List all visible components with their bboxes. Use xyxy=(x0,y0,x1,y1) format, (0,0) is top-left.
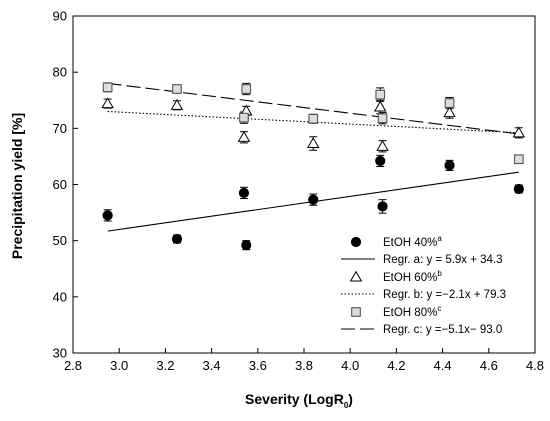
point-s0-p7 xyxy=(444,160,455,171)
point-s2-p2 xyxy=(239,112,249,123)
point-s1-p4 xyxy=(306,137,320,149)
legend-marker-1 xyxy=(349,270,363,282)
y-tick-label-2: 50 xyxy=(53,233,67,248)
point-s0-p1 xyxy=(171,233,183,245)
legend-regression-label-1: Regr. b: y =−2.1x + 79.3 xyxy=(383,289,506,301)
regression-line-1 xyxy=(107,110,519,134)
point-s2-p4 xyxy=(308,113,319,124)
point-s2-p3 xyxy=(241,84,252,94)
point-s1-p2 xyxy=(237,130,251,142)
y-tick-label-0: 30 xyxy=(53,346,67,361)
legend-marker-2 xyxy=(351,307,361,317)
point-s0-p8 xyxy=(513,183,524,195)
point-s2-p1 xyxy=(172,84,182,94)
x-tick-label-2: 3.2 xyxy=(156,358,174,373)
x-axis-title: Severity (LogR0) xyxy=(245,391,353,410)
y-tick-label-1: 40 xyxy=(53,289,67,304)
legend-label-1: EtOH 60%b xyxy=(383,269,442,284)
error-bars xyxy=(103,82,523,251)
legend-regression-label-2: Regr. c: y =−5.1x− 93.0 xyxy=(383,324,502,336)
x-tick-label-0: 2.8 xyxy=(64,358,82,373)
point-s2-p8 xyxy=(513,154,524,165)
legend-regression-label-0: Regr. a: y = 5.9x + 34.3 xyxy=(383,254,503,266)
plot-frame xyxy=(72,15,536,354)
x-tick-label-4: 3.6 xyxy=(249,358,267,373)
point-s0-p2 xyxy=(238,187,250,199)
y-tick-label-6: 90 xyxy=(53,9,67,24)
x-tick-label-8: 4.4 xyxy=(434,358,452,373)
point-s1-p0 xyxy=(101,97,114,109)
x-tick-label-1: 3.0 xyxy=(110,358,128,373)
point-s0-p5 xyxy=(375,155,386,167)
data-points xyxy=(101,82,526,251)
x-tick-label-3: 3.4 xyxy=(203,358,221,373)
point-s1-p7 xyxy=(443,106,456,118)
legend-label-2: EtOH 80%c xyxy=(383,304,441,319)
point-s0-p4 xyxy=(308,194,319,205)
point-s1-p1 xyxy=(170,98,184,110)
legend: EtOH 40%a Regr. a: y = 5.9x + 34.3 EtOH 60… xyxy=(341,234,506,336)
point-s2-p7 xyxy=(444,98,455,108)
axis-ticks: 2.8 3.0 3.2 3.4 3.6 3.8 4.0 4.2 4.4 4.6 4.8 30 40 50 6… xyxy=(53,9,545,374)
y-tick-label-4: 70 xyxy=(53,121,67,136)
point-s1-p8 xyxy=(512,126,526,138)
legend-label-0: EtOH 40%a xyxy=(383,234,442,249)
x-tick-label-6: 4.0 xyxy=(341,358,359,373)
point-s0-p3 xyxy=(241,240,252,251)
x-tick-label-9: 4.6 xyxy=(480,358,498,373)
legend-marker-0 xyxy=(350,236,362,248)
regression-lines xyxy=(107,82,519,232)
point-s1-p6 xyxy=(376,139,389,151)
y-axis-title: Precipitation yield [%] xyxy=(9,113,25,259)
point-s0-p6 xyxy=(377,201,388,212)
point-s2-p5 xyxy=(375,89,386,100)
point-s1-p5 xyxy=(373,100,387,112)
point-s2-p0 xyxy=(102,82,113,93)
x-tick-label-5: 3.8 xyxy=(295,358,313,373)
regression-line-2 xyxy=(107,82,519,135)
y-tick-label-5: 80 xyxy=(53,65,67,80)
point-s0-p0 xyxy=(102,210,113,221)
x-tick-label-7: 4.2 xyxy=(387,358,405,373)
x-tick-label-10: 4.8 xyxy=(526,358,544,373)
y-tick-label-3: 60 xyxy=(53,177,67,192)
point-s2-p6 xyxy=(377,113,388,124)
plot-frame xyxy=(72,15,536,354)
